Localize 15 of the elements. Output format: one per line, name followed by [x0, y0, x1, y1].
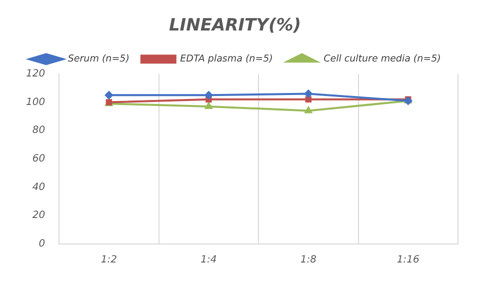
y-tick-label: 100: [26, 96, 46, 108]
legend-label: Cell culture media (n=5): [324, 54, 441, 65]
x-tick-label: 1:16: [396, 254, 420, 266]
y-tick-label: 60: [32, 154, 46, 165]
y-tick-label: 0: [38, 238, 46, 250]
y-tick-label: 80: [32, 125, 46, 136]
y-tick-label: 120: [26, 68, 46, 80]
y-tick-label: 20: [32, 210, 46, 222]
x-tick-label: 1:2: [100, 254, 117, 266]
legend-label: Serum (n=5): [68, 54, 130, 65]
chart-title: LINEARITY(%): [168, 16, 302, 36]
x-tick-label: 1:4: [200, 254, 217, 266]
y-tick-label: 40: [32, 182, 46, 193]
x-tick-label: 1:8: [300, 254, 316, 266]
legend-label: EDTA plasma (n=5): [180, 54, 273, 65]
